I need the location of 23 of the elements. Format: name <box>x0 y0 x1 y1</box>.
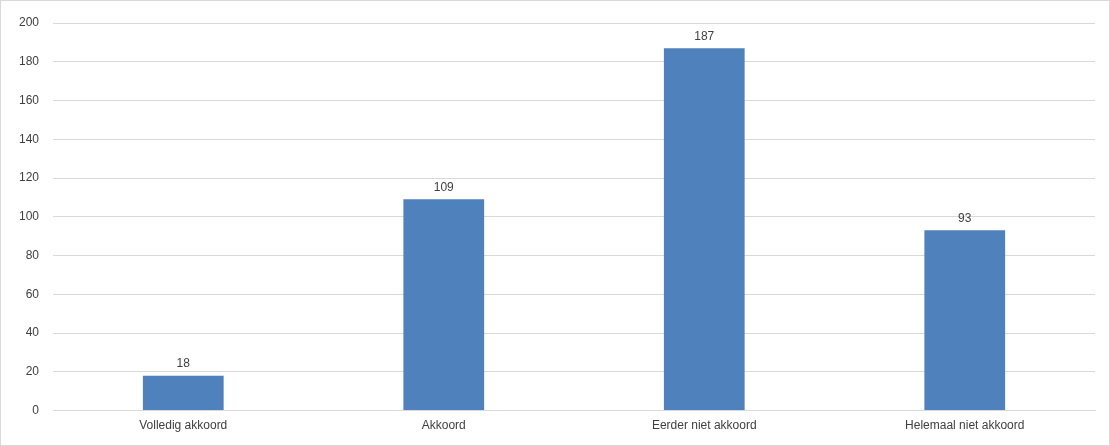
data-label: 18 <box>176 356 191 371</box>
y-tick-label: 200 <box>18 15 40 30</box>
data-label: 187 <box>694 28 715 43</box>
y-tick-label: 180 <box>18 54 40 69</box>
y-tick-label: 100 <box>18 209 40 224</box>
x-tick-label: Helemaal niet akkoord <box>905 418 1025 433</box>
y-tick-label: 80 <box>25 247 40 262</box>
x-tick-label: Volledig akkoord <box>139 418 228 433</box>
x-tick-label: Eerder niet akkoord <box>651 418 757 433</box>
bar <box>142 375 224 411</box>
bar <box>924 230 1006 411</box>
y-tick-label: 60 <box>25 286 40 301</box>
y-tick-label: 20 <box>25 364 40 379</box>
x-tick-label: Akkoord <box>421 418 466 433</box>
y-tick-label: 120 <box>18 170 40 185</box>
bar <box>403 199 485 411</box>
bar <box>663 48 745 411</box>
y-tick-label: 0 <box>32 402 40 417</box>
y-tick-label: 160 <box>18 92 40 107</box>
data-label: 93 <box>958 210 972 225</box>
data-label: 109 <box>433 179 455 194</box>
y-tick-label: 140 <box>18 131 40 146</box>
y-tick-label: 40 <box>25 325 40 340</box>
